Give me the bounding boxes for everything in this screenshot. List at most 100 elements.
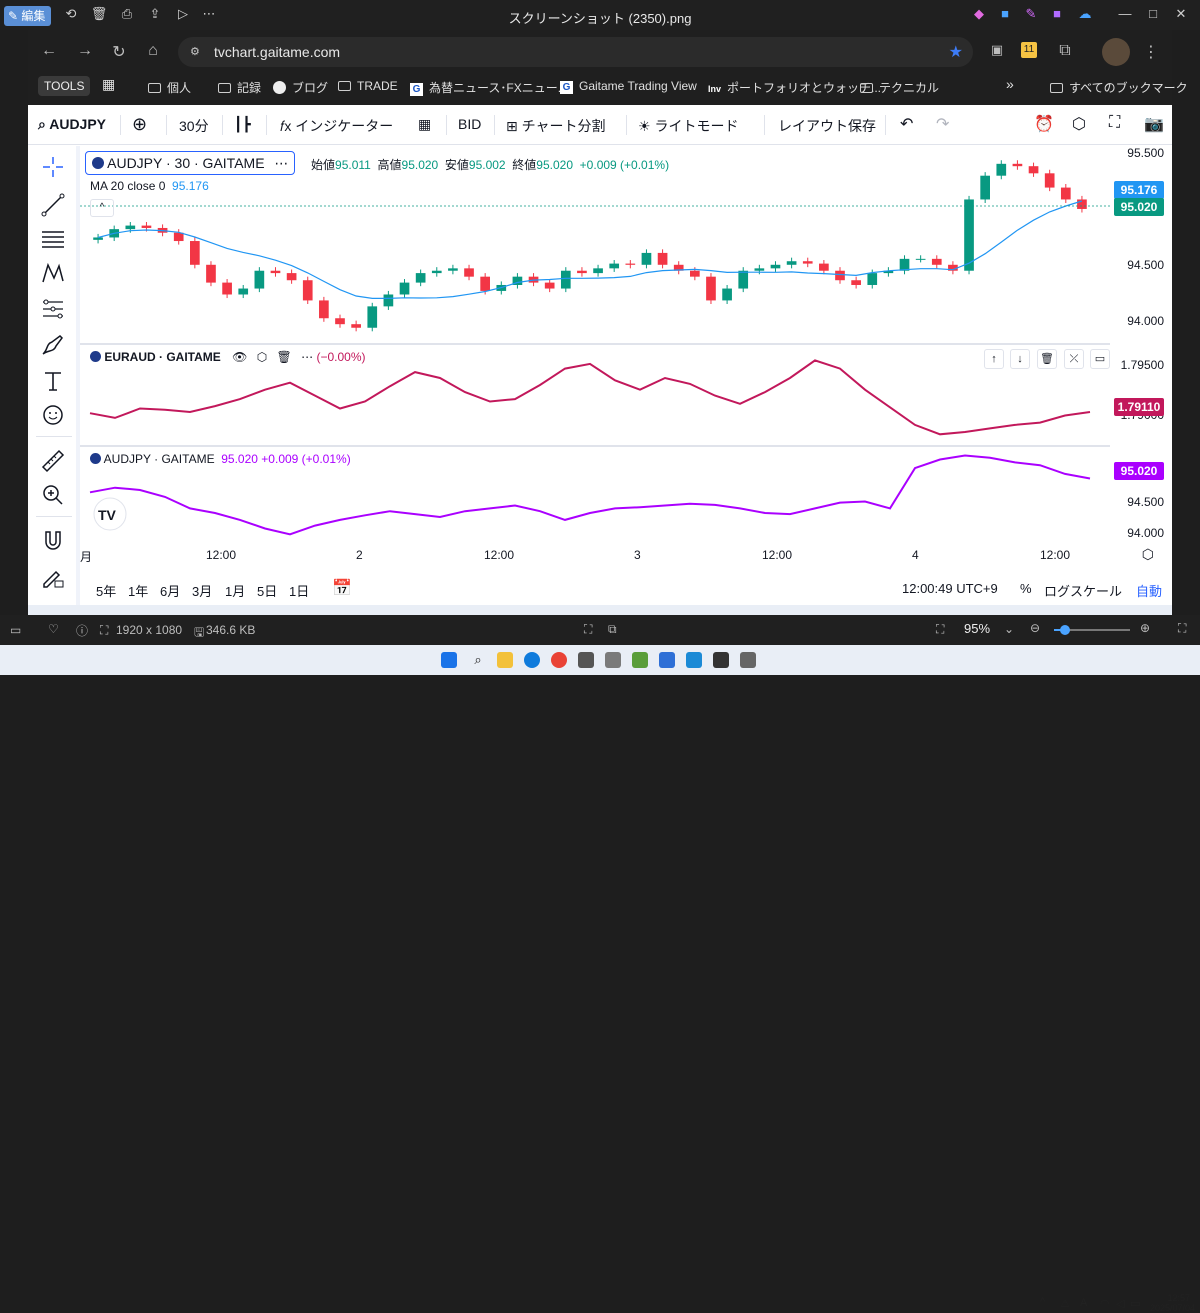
templates-icon[interactable]: ▦ (418, 116, 432, 132)
audjpy-compare-legend[interactable]: AUDJPY · GAITAME 95.020 +0.009 (+0.01%) (90, 452, 351, 466)
print-icon[interactable]: ⎙ (121, 6, 133, 21)
settings-icon[interactable]: ⬡ (256, 350, 268, 364)
fullscreen-icon[interactable]: ⛶ (1178, 621, 1187, 635)
delete-icon[interactable]: 🗑 (90, 6, 108, 21)
search-icon[interactable]: ⌕ (474, 652, 482, 667)
emoji-icon[interactable] (40, 402, 66, 428)
back-icon[interactable]: ← (41, 42, 57, 59)
move-up-icon[interactable]: ↑ (984, 349, 1004, 369)
more-bookmarks-icon[interactable]: » (1006, 76, 1014, 92)
onedrive-icon[interactable]: ☁ (1078, 6, 1092, 21)
collapse-legend-button[interactable]: ^ (90, 199, 114, 217)
close-icon[interactable]: ✕ (1175, 6, 1187, 21)
more-icon[interactable]: ⋯ (274, 155, 289, 171)
apps-icon[interactable]: ▦ (102, 76, 116, 92)
interval-button[interactable]: 30分 (179, 118, 209, 134)
more-icon[interactable]: ⋯ (301, 350, 314, 364)
candle-type-icon[interactable]: ┃┣ (234, 116, 251, 132)
bookmark-item[interactable]: G 為替ニュース･FXニュー... (410, 79, 568, 96)
paint-icon[interactable]: ✎ (1025, 6, 1037, 21)
settings-icon[interactable]: ⬡ (1072, 116, 1086, 133)
address-bar[interactable]: ⚙ tvchart.gaitame.com ★ (178, 37, 973, 67)
zoom-out-icon[interactable]: ⊖ (1030, 621, 1041, 635)
redo-icon[interactable]: ↷ (936, 116, 950, 133)
indicators-button[interactable]: 𝑓x インジケーター (280, 118, 394, 134)
go-to-date-icon[interactable]: 📅 (332, 580, 352, 597)
alert-icon[interactable]: ⏰ (1034, 116, 1054, 133)
clock-timezone[interactable]: 12:00:49 UTC+9 (902, 581, 998, 596)
delete-pane-icon[interactable]: 🗑 (1037, 349, 1057, 369)
app-icon[interactable] (632, 652, 648, 668)
share-icon[interactable]: ⇪ (149, 6, 161, 21)
range-6m[interactable]: 6月 (160, 584, 181, 599)
ma-legend[interactable]: MA 20 close 0 95.176 (90, 179, 209, 193)
app-icon[interactable] (713, 652, 729, 668)
warning-icon[interactable]: ⚠ (1060, 1298, 1070, 1310)
menu-icon[interactable]: ⋮ (1143, 44, 1159, 61)
zoom-level[interactable]: 95% (964, 621, 991, 636)
chart-canvas[interactable]: TV (80, 146, 1110, 562)
site-info-icon[interactable]: ⚙ (190, 46, 200, 58)
app-icon[interactable] (659, 652, 675, 668)
maximize-icon[interactable]: □ (1149, 6, 1157, 21)
photos-icon[interactable] (686, 652, 702, 668)
battery-icon[interactable]: ▭ (1130, 1298, 1141, 1310)
undo-icon[interactable]: ↶ (900, 116, 914, 133)
wifi-icon[interactable]: ◠ (1100, 1298, 1110, 1310)
more-icon[interactable]: ⋯ (202, 6, 216, 21)
crop-icon[interactable]: ⛶ (584, 622, 593, 636)
log-scale-toggle[interactable]: ログスケール (1044, 584, 1123, 599)
axis-settings-icon[interactable]: ⬡ (1141, 546, 1154, 562)
rotate-icon[interactable]: ⟲ (65, 6, 77, 21)
copilot-icon[interactable]: ◆ (974, 6, 984, 21)
bid-button[interactable]: BID (458, 116, 482, 132)
range-5y[interactable]: 5年 (96, 584, 117, 599)
text-icon[interactable] (40, 368, 66, 394)
fib-lines-icon[interactable] (40, 226, 66, 252)
compare-add-icon[interactable]: ⊕ (132, 114, 148, 134)
chart-split-button[interactable]: ⊞ チャート分割 (506, 118, 606, 134)
zoom-icon[interactable] (40, 482, 66, 508)
range-1d[interactable]: 1日 (289, 584, 310, 599)
app-icon[interactable] (605, 652, 621, 668)
range-5d[interactable]: 5日 (257, 584, 278, 599)
app-icon[interactable] (578, 652, 594, 668)
zoom-slider-thumb[interactable] (1060, 625, 1070, 635)
range-3m[interactable]: 3月 (192, 584, 213, 599)
move-down-icon[interactable]: ↓ (1010, 349, 1030, 369)
all-bookmarks[interactable]: すべてのブックマーク (1050, 79, 1188, 96)
save-layout-button[interactable]: レイアウト保存 (778, 118, 876, 134)
collapse-pane-icon[interactable]: ⤫ (1064, 349, 1084, 369)
file-explorer-icon[interactable] (497, 652, 513, 668)
zoom-in-icon[interactable]: ⊕ (1140, 621, 1151, 635)
lock-drawing-icon[interactable] (40, 564, 66, 590)
tray-chevron-icon[interactable]: ^ (1040, 1296, 1046, 1308)
fullscreen-icon[interactable]: ⛶ (1109, 114, 1121, 131)
forward-icon[interactable]: → (77, 42, 93, 59)
start-icon[interactable] (441, 652, 457, 668)
bookmark-item[interactable]: ブログ (273, 79, 328, 96)
magnet-icon[interactable] (40, 528, 66, 554)
price-axis[interactable]: 95.500 94.500 94.000 95.176 95.020 1.795… (1110, 146, 1172, 562)
volume-icon[interactable]: ◁ (1116, 1298, 1125, 1310)
ime-icon[interactable]: A (1080, 1297, 1088, 1309)
brush-icon[interactable] (40, 332, 66, 358)
bookmark-item[interactable]: 記録 (218, 79, 261, 96)
time-axis[interactable]: 月 12:00 2 12:00 3 12:00 4 12:00 (80, 545, 1110, 564)
extensions-icon[interactable]: ⧉ (1059, 42, 1071, 59)
range-1y[interactable]: 1年 (128, 584, 149, 599)
chrome-icon[interactable] (551, 652, 567, 668)
auto-scale-toggle[interactable]: 自動 (1136, 584, 1163, 599)
bookmark-item[interactable]: Inv ポートフォリオとウォッチ... (708, 81, 882, 95)
extension-badge[interactable]: 11 (1021, 42, 1037, 58)
star-icon[interactable]: ★ (948, 44, 963, 61)
range-1m[interactable]: 1月 (225, 584, 246, 599)
favorite-icon[interactable]: ♡ (48, 622, 59, 636)
eye-icon[interactable]: 👁 (232, 350, 248, 364)
percent-toggle[interactable]: % (1020, 581, 1032, 596)
avatar[interactable] (1102, 38, 1130, 66)
app-icon[interactable]: ■ (1001, 6, 1009, 21)
clock[interactable]: 12:57 2025/07/04 (1150, 1293, 1195, 1313)
ruler-icon[interactable] (40, 448, 66, 474)
camera-icon[interactable]: 📷 (1144, 116, 1164, 133)
